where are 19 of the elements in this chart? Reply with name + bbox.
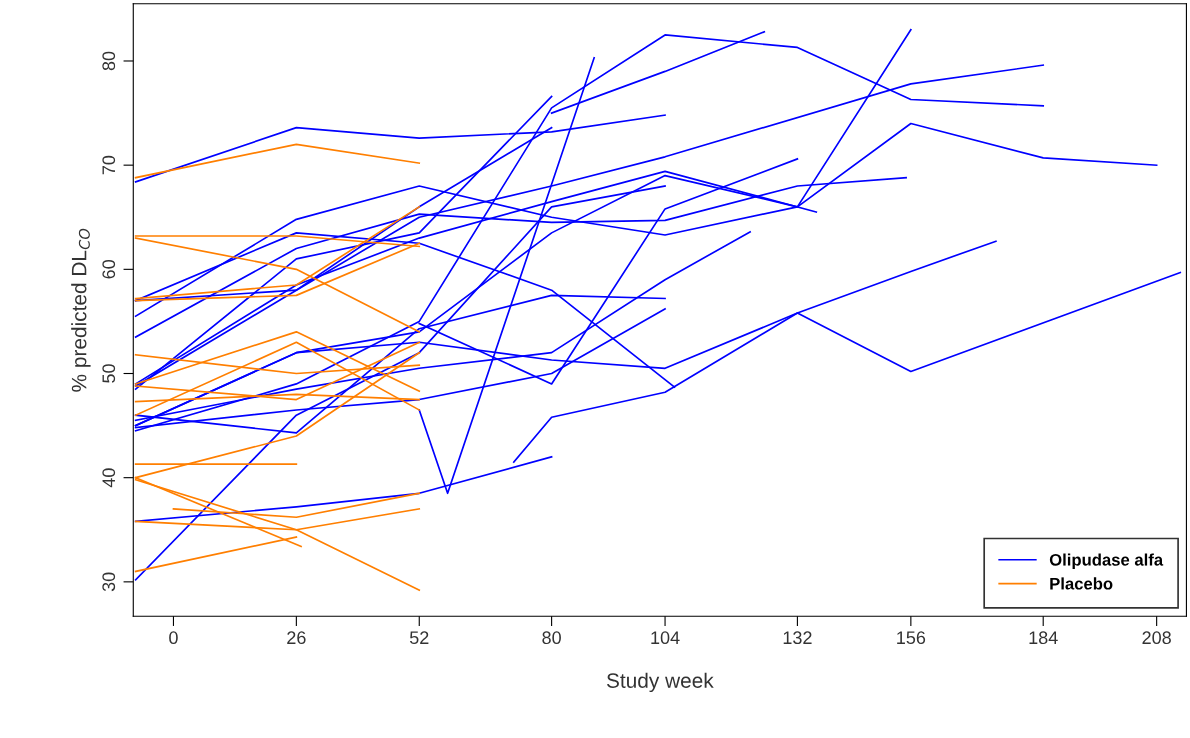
x-tick-label: 184 bbox=[1029, 631, 1058, 645]
legend-label: Placebo bbox=[1050, 577, 1113, 590]
y-axis-title: % predicted DL$_{CO}$ bbox=[71, 228, 91, 392]
x-tick-label: 208 bbox=[1142, 631, 1171, 645]
y-tick-label: 50 bbox=[102, 364, 116, 383]
x-axis-title: Study week bbox=[606, 672, 714, 693]
legend-label: Olipudase alfa bbox=[1049, 553, 1164, 570]
y-tick-label: 40 bbox=[102, 468, 116, 488]
x-tick-label: 80 bbox=[542, 631, 561, 645]
x-tick-label: 156 bbox=[897, 631, 926, 645]
x-tick-label: 132 bbox=[783, 631, 812, 645]
x-tick-label: 52 bbox=[409, 631, 429, 645]
y-tick-label: 30 bbox=[102, 572, 116, 592]
y-tick-label: 70 bbox=[102, 155, 116, 175]
y-tick-label: 80 bbox=[102, 51, 116, 71]
x-tick-label: 0 bbox=[169, 631, 178, 645]
x-tick-label: 104 bbox=[651, 631, 680, 645]
x-tick-label: 26 bbox=[287, 631, 306, 645]
y-tick-label: 60 bbox=[102, 260, 116, 279]
